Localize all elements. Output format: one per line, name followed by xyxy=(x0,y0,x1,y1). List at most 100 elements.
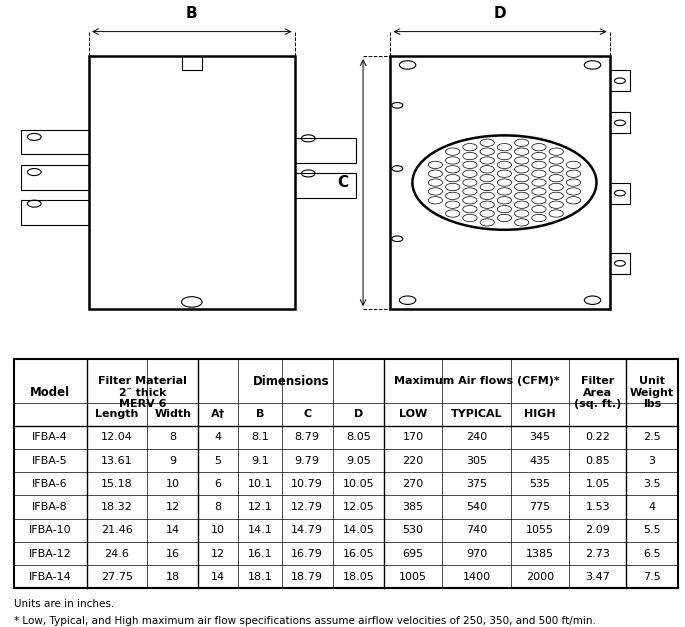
Text: 3.47: 3.47 xyxy=(585,572,610,582)
Text: A†: A† xyxy=(211,409,225,419)
Text: 6: 6 xyxy=(214,479,222,489)
Bar xyxy=(89,56,295,309)
Text: 14: 14 xyxy=(211,572,225,582)
Text: 2.09: 2.09 xyxy=(585,525,610,535)
Bar xyxy=(390,56,610,309)
Text: 12.79: 12.79 xyxy=(291,502,323,512)
Text: Width: Width xyxy=(154,409,191,419)
Text: IFBA-10: IFBA-10 xyxy=(29,525,71,535)
Text: 10.79: 10.79 xyxy=(291,479,323,489)
Text: 12.1: 12.1 xyxy=(247,502,272,512)
Text: HIGH: HIGH xyxy=(524,409,556,419)
Text: 27.75: 27.75 xyxy=(101,572,133,582)
Bar xyxy=(610,182,630,204)
Text: IFBA-4: IFBA-4 xyxy=(32,433,68,443)
Text: 9.79: 9.79 xyxy=(295,456,320,466)
Text: 530: 530 xyxy=(403,525,423,535)
Text: Filter
Area
(sq. ft.): Filter Area (sq. ft.) xyxy=(574,376,621,409)
Text: C: C xyxy=(337,175,348,190)
Text: 14.1: 14.1 xyxy=(247,525,272,535)
Text: Units are in inches.: Units are in inches. xyxy=(14,599,114,609)
Text: 7.5: 7.5 xyxy=(643,572,661,582)
Text: D: D xyxy=(353,409,363,419)
Text: 16: 16 xyxy=(166,549,179,559)
Text: 12.04: 12.04 xyxy=(101,433,133,443)
Text: 970: 970 xyxy=(466,549,487,559)
Text: C: C xyxy=(303,409,311,419)
Text: TYPICAL: TYPICAL xyxy=(451,409,502,419)
Text: 435: 435 xyxy=(530,456,551,466)
Text: B: B xyxy=(186,6,197,21)
Text: 18.1: 18.1 xyxy=(247,572,272,582)
Text: 9: 9 xyxy=(169,456,176,466)
Text: 3: 3 xyxy=(649,456,656,466)
Bar xyxy=(610,253,630,274)
Text: LOW: LOW xyxy=(399,409,427,419)
Text: 9.05: 9.05 xyxy=(346,456,371,466)
Text: 170: 170 xyxy=(403,433,424,443)
Text: 535: 535 xyxy=(530,479,551,489)
Bar xyxy=(182,56,202,70)
Text: 740: 740 xyxy=(466,525,487,535)
Text: 18.32: 18.32 xyxy=(101,502,133,512)
Text: 1400: 1400 xyxy=(462,572,490,582)
Text: 4: 4 xyxy=(649,502,656,512)
Text: Filter Material
2″ thick
MERV 6: Filter Material 2″ thick MERV 6 xyxy=(98,376,187,409)
Text: IFBA-14: IFBA-14 xyxy=(29,572,71,582)
Text: Model: Model xyxy=(30,386,70,399)
Text: IFBA-12: IFBA-12 xyxy=(29,549,71,559)
Text: 5.5: 5.5 xyxy=(643,525,661,535)
Text: 15.18: 15.18 xyxy=(101,479,133,489)
Text: 16.79: 16.79 xyxy=(291,549,323,559)
Text: 5: 5 xyxy=(214,456,222,466)
Text: D: D xyxy=(494,6,506,21)
Bar xyxy=(21,165,89,189)
Text: 24.6: 24.6 xyxy=(104,549,129,559)
Text: Unit
Weight
lbs: Unit Weight lbs xyxy=(630,376,674,409)
Text: Dimensions: Dimensions xyxy=(253,375,329,387)
Text: 16.1: 16.1 xyxy=(247,549,272,559)
Text: 18.79: 18.79 xyxy=(291,572,323,582)
Text: 2000: 2000 xyxy=(526,572,554,582)
Bar xyxy=(610,70,630,92)
Text: IFBA-5: IFBA-5 xyxy=(32,456,68,466)
Text: B: B xyxy=(256,409,264,419)
Text: 8.79: 8.79 xyxy=(295,433,320,443)
Text: IFBA-6: IFBA-6 xyxy=(32,479,68,489)
Text: 8: 8 xyxy=(214,502,222,512)
Text: 1.53: 1.53 xyxy=(586,502,610,512)
Text: 540: 540 xyxy=(466,502,487,512)
Text: 345: 345 xyxy=(530,433,551,443)
Bar xyxy=(295,139,356,163)
Text: 14: 14 xyxy=(166,525,179,535)
Text: 18.05: 18.05 xyxy=(342,572,374,582)
Text: 270: 270 xyxy=(403,479,424,489)
Text: 775: 775 xyxy=(530,502,551,512)
Text: 12: 12 xyxy=(211,549,225,559)
Text: 9.1: 9.1 xyxy=(251,456,269,466)
Text: 695: 695 xyxy=(403,549,424,559)
Bar xyxy=(21,130,89,154)
Text: 8: 8 xyxy=(169,433,176,443)
Text: 1055: 1055 xyxy=(526,525,554,535)
Text: Length: Length xyxy=(95,409,138,419)
Text: Maximum Air flows (CFM)*: Maximum Air flows (CFM)* xyxy=(394,376,560,386)
Text: 385: 385 xyxy=(403,502,424,512)
Text: 3.5: 3.5 xyxy=(643,479,661,489)
Bar xyxy=(610,112,630,134)
Text: 305: 305 xyxy=(466,456,487,466)
Text: 8.05: 8.05 xyxy=(346,433,371,443)
Text: 1385: 1385 xyxy=(526,549,554,559)
Text: IFBA-8: IFBA-8 xyxy=(32,502,68,512)
Text: 16.05: 16.05 xyxy=(342,549,374,559)
Text: 13.61: 13.61 xyxy=(101,456,133,466)
Text: 12.05: 12.05 xyxy=(342,502,374,512)
Text: * Low, Typical, and High maximum air flow specifications assume airflow velociti: * Low, Typical, and High maximum air flo… xyxy=(14,616,595,626)
Text: 10: 10 xyxy=(211,525,225,535)
Text: 10.05: 10.05 xyxy=(342,479,374,489)
Text: 0.22: 0.22 xyxy=(585,433,610,443)
Text: 10.1: 10.1 xyxy=(247,479,272,489)
Bar xyxy=(21,200,89,224)
Text: 220: 220 xyxy=(403,456,424,466)
Bar xyxy=(295,174,356,198)
